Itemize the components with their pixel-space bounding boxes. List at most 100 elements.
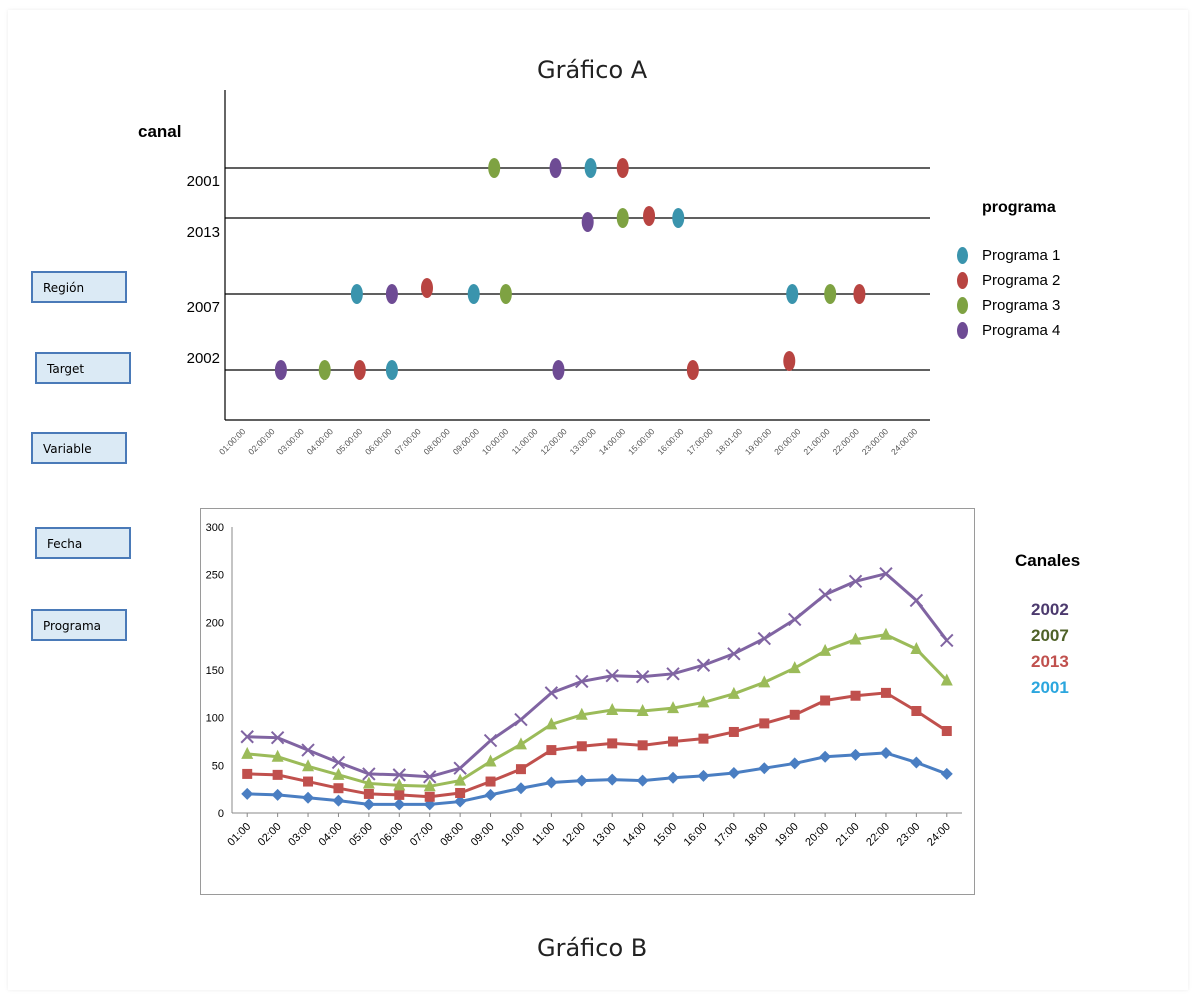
programa-button[interactable]: Programa [31, 609, 127, 641]
chart-b-point [667, 701, 680, 714]
chart-b-point [637, 740, 648, 751]
chart-b-point [271, 788, 284, 801]
legend-label: Programa 1 [982, 247, 1061, 264]
chart-b-point [668, 736, 679, 747]
chart-a-point [552, 360, 565, 380]
chart-b-point [789, 709, 800, 720]
chart-b-point [697, 695, 710, 708]
legend-swatch [957, 247, 968, 264]
chart-b-point [242, 768, 253, 779]
chart-b-point [940, 673, 953, 686]
chart-b-point [879, 567, 893, 581]
chart-a-point [350, 284, 363, 304]
chart-b-y-tick: 200 [206, 617, 224, 629]
chart-b-legend-title: Canales [1015, 551, 1081, 570]
chart-b-point [575, 774, 588, 787]
chart-b-point [941, 726, 952, 737]
chart-a-point [385, 360, 398, 380]
chart-b-point [635, 669, 650, 684]
chart-b-point [849, 632, 862, 645]
chart-b-point [484, 754, 497, 767]
chart-b-point [331, 755, 346, 770]
chart-b-point [393, 778, 406, 791]
target-button[interactable]: Target [35, 352, 131, 384]
legend-swatch [957, 272, 968, 289]
chart-b-point [636, 774, 649, 787]
chart-b-point [332, 794, 345, 807]
chart-b-point [910, 642, 923, 655]
chart-a-point [274, 360, 287, 380]
variable-button[interactable]: Variable [31, 432, 127, 464]
chart-b-point [394, 789, 405, 800]
chart-a-point [783, 351, 796, 371]
chart-b-x-tick: 14:00 [621, 821, 649, 849]
chart-a-legend-title: programa [982, 199, 1056, 216]
chart-b-point [788, 612, 802, 627]
chart-b-x-tick: 06:00 [377, 821, 405, 849]
chart-b-x-tick: 10:00 [499, 821, 527, 849]
chart-b-point [698, 733, 709, 744]
chart-b-point [514, 737, 527, 750]
chart-b-x-tick: 13:00 [590, 821, 618, 849]
fecha-button[interactable]: Fecha [35, 527, 131, 559]
chart-b-y-tick: 150 [206, 665, 224, 677]
legend-label: Programa 3 [982, 297, 1061, 314]
chart-b-x-tick: 04:00 [317, 821, 345, 849]
region-button[interactable]: Región [31, 271, 127, 303]
chart-b-point [727, 766, 740, 779]
chart-b-series-line [247, 691, 948, 799]
chart-b-point [576, 741, 587, 752]
chart-b-point [270, 730, 285, 745]
chart-b-point [788, 661, 801, 674]
chart-b-point [850, 690, 861, 701]
chart-b-legend-label: 2013 [1031, 652, 1069, 671]
chart-b-point [241, 746, 254, 759]
chart-a-point [467, 284, 480, 304]
chart-b-point [393, 798, 406, 811]
chart-b-point [820, 695, 831, 706]
chart-b-point [667, 771, 680, 784]
chart-a-point [643, 206, 656, 226]
chart-b-point [241, 787, 254, 800]
chart-b-point [879, 746, 892, 759]
chart-b-point [454, 773, 467, 786]
chart-b-point [880, 687, 891, 698]
legend-label: Programa 2 [982, 272, 1061, 289]
chart-b-point [423, 770, 437, 784]
chart-b-point [424, 791, 435, 802]
chart-b-point [636, 703, 649, 716]
chart-b-point [575, 707, 588, 720]
chart-b-x-tick: 23:00 [895, 821, 923, 849]
chart-b-point [544, 686, 559, 700]
chart-b-point [362, 776, 375, 789]
chart-b-x-tick: 08:00 [438, 821, 466, 849]
chart-b-x-tick: 21:00 [834, 821, 862, 849]
chart-b-point [879, 627, 892, 640]
chart-a-point [584, 158, 597, 178]
chart-b-series-line [247, 572, 948, 779]
chart-b-point [514, 782, 527, 795]
chart-b-point [759, 718, 770, 729]
chart-b-x-tick: 12:00 [560, 821, 588, 849]
chart-a-y-label: canal [138, 122, 181, 141]
chart-b-point [302, 759, 315, 772]
chart-b-point [605, 669, 619, 683]
chart-b-point [302, 791, 315, 804]
page-frame [8, 10, 1188, 990]
chart-b-point [940, 767, 953, 780]
chart-b-point [727, 686, 740, 699]
chart-b-point [333, 783, 344, 794]
chart-b-point [606, 703, 619, 716]
chart-b-point [818, 587, 832, 602]
chart-b-point [606, 773, 619, 786]
chart-b-point [911, 705, 922, 716]
chart-a-point [824, 284, 837, 304]
chart-b-x-tick: 16:00 [682, 821, 710, 849]
chart-b-x-tick: 15:00 [651, 821, 679, 849]
chart-b-point [728, 726, 739, 737]
chart-b-point [849, 748, 862, 761]
chart-a-point [672, 208, 685, 228]
legend-swatch [957, 297, 968, 314]
chart-b-point [423, 779, 436, 792]
